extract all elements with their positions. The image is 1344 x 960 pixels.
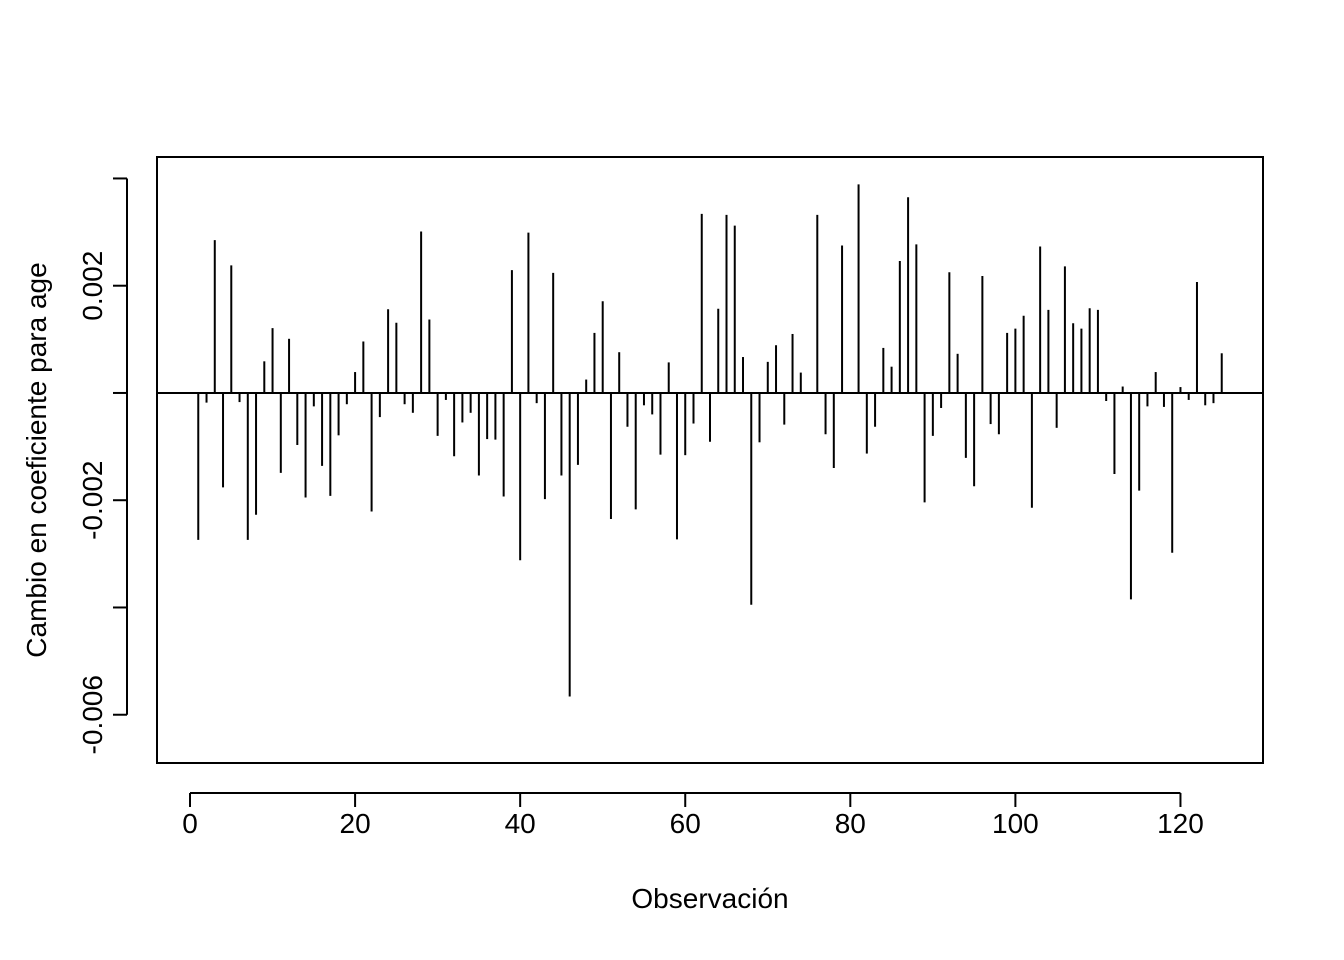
x-tick-label: 0	[182, 808, 198, 839]
y-tick-label: -0.002	[77, 461, 108, 540]
y-axis: 0.002 -0.002 -0.006	[77, 177, 128, 754]
x-tick-label: 40	[505, 808, 536, 839]
x-tick-label: 60	[670, 808, 701, 839]
plot-area	[157, 184, 1263, 697]
x-axis: 0 20 40 60 80 100 120	[182, 792, 1204, 839]
y-tick-label: 0.002	[77, 251, 108, 321]
y-axis-title: Cambio en coeficiente para age	[21, 262, 52, 657]
bars	[197, 184, 1223, 697]
x-tick-label: 100	[992, 808, 1039, 839]
x-tick-label: 80	[835, 808, 866, 839]
y-tick-label: -0.006	[77, 675, 108, 754]
x-tick-label: 120	[1157, 808, 1204, 839]
x-axis-title: Observación	[631, 883, 788, 914]
plot-frame	[156, 156, 1264, 764]
x-tick-label: 20	[340, 808, 371, 839]
